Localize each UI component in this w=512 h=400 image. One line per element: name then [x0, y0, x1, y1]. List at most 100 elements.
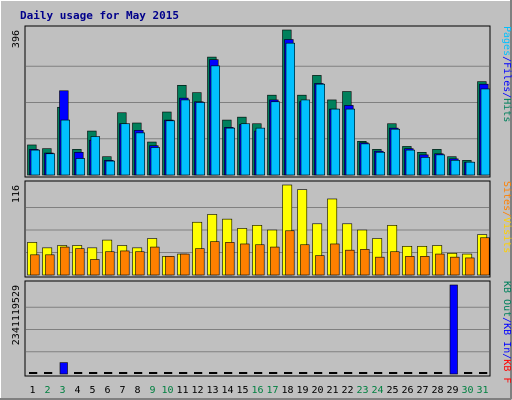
panel-visits-sites: 116 Sites/Visits [11, 180, 512, 278]
bar-pages [270, 101, 280, 176]
x-tick-label-8: 8 [134, 385, 140, 396]
bar-pages [465, 161, 475, 176]
x-tick-label-19: 19 [296, 385, 308, 396]
y-max-label: 2341119529 [11, 285, 22, 345]
legend-part: / [501, 56, 512, 62]
legend-part: / [501, 92, 512, 98]
bar-kbytes-zero [179, 372, 188, 374]
legend-part: Pages [501, 26, 512, 56]
bar-pages [45, 153, 55, 176]
legend-part: Files [501, 62, 512, 92]
y-max-label: 116 [11, 185, 22, 203]
bar-pages [405, 149, 415, 176]
bar-sites [360, 249, 370, 276]
bar-kbytes-zero [314, 372, 323, 374]
bar-kbytes-zero [464, 372, 473, 374]
bar-kbytes [59, 362, 68, 375]
panel-kbytes: 2341119529 KB Out/KB In/KB F [11, 280, 512, 383]
bar-pages [225, 127, 235, 176]
bar-pages [165, 120, 175, 176]
bar-sites [210, 241, 220, 276]
x-tick-label-31: 31 [476, 385, 488, 396]
x-tick-label-24: 24 [371, 385, 383, 396]
bar-kbytes [449, 284, 458, 375]
bar-sites [285, 230, 295, 276]
x-tick-label-7: 7 [119, 385, 125, 396]
bar-sites [420, 256, 430, 276]
bar-sites [60, 246, 70, 276]
bar-pages [105, 160, 115, 176]
bar-kbytes-zero [254, 372, 263, 374]
bar-kbytes-zero [209, 372, 218, 374]
x-tick-label-11: 11 [176, 385, 188, 396]
bar-kbytes-zero [329, 372, 338, 374]
bar-pages [30, 149, 40, 176]
y-legend: KB Out/KB In/KB F [501, 281, 512, 383]
bar-pages [75, 158, 85, 176]
x-tick-label-22: 22 [341, 385, 353, 396]
bar-kbytes-zero [374, 372, 383, 374]
bar-kbytes-zero [29, 372, 38, 374]
bar-kbytes-zero [239, 372, 248, 374]
bar-sites [30, 254, 40, 276]
panel-hits-files-pages: 396 Pages/Files/Hits [11, 25, 512, 178]
bar-kbytes-zero [149, 372, 158, 374]
bar-pages [90, 136, 100, 176]
bar-pages [210, 65, 220, 176]
x-tick-label-12: 12 [191, 385, 203, 396]
x-tick-label-14: 14 [221, 385, 233, 396]
bar-kbytes-zero [164, 372, 173, 374]
bar-pages [420, 157, 430, 176]
x-tick-label-23: 23 [356, 385, 368, 396]
x-tick-label-4: 4 [74, 385, 80, 396]
bar-pages [360, 143, 370, 176]
x-axis-labels: 1 2 3 4 5 6 7 8 9 10 11 12 13 14 15 16 17 18 19 20 21 22 23 24 2… [29, 385, 488, 396]
x-tick-label-9: 9 [149, 385, 155, 396]
legend-part: / [501, 317, 512, 323]
bar-sites [180, 253, 190, 276]
x-tick-label-21: 21 [326, 385, 338, 396]
bar-sites [465, 257, 475, 276]
bar-pages [120, 123, 130, 176]
bar-pages [390, 128, 400, 176]
bar-sites [45, 254, 55, 276]
bar-sites [90, 259, 100, 276]
bar-kbytes-zero [359, 372, 368, 374]
bar-sites [405, 256, 415, 276]
x-tick-label-25: 25 [386, 385, 398, 396]
bar-sites [390, 251, 400, 276]
bar-kbytes-zero [479, 372, 488, 374]
y-legend: Sites/Visits [501, 181, 512, 253]
bar-sites [195, 248, 205, 276]
bar-sites [120, 250, 130, 276]
x-tick-label-2: 2 [44, 385, 50, 396]
bar-pages [480, 88, 490, 176]
bar-kbytes-zero [74, 372, 83, 374]
bar-pages [375, 151, 385, 176]
x-tick-label-28: 28 [431, 385, 443, 396]
bar-pages [150, 147, 160, 176]
bar-pages [240, 123, 250, 176]
bar-sites [255, 244, 265, 276]
bar-pages [135, 132, 145, 176]
x-tick-label-15: 15 [236, 385, 248, 396]
bar-sites [330, 243, 340, 276]
legend-part: KB F [501, 359, 512, 383]
bar-kbytes-zero [389, 372, 398, 374]
bar-kbytes-zero [224, 372, 233, 374]
y-max-label: 396 [11, 30, 22, 48]
bar-sites [315, 255, 325, 276]
x-tick-label-16: 16 [251, 385, 263, 396]
legend-part: / [501, 211, 512, 217]
bar-pages [450, 160, 460, 176]
legend-part: Hits [501, 98, 512, 122]
bar-kbytes-zero [419, 372, 428, 374]
bar-kbytes-zero [134, 372, 143, 374]
bar-sites [150, 246, 160, 276]
bar-pages [435, 154, 445, 176]
bar-pages [195, 102, 205, 176]
bar-sites [105, 251, 115, 276]
bar-sites [375, 256, 385, 276]
